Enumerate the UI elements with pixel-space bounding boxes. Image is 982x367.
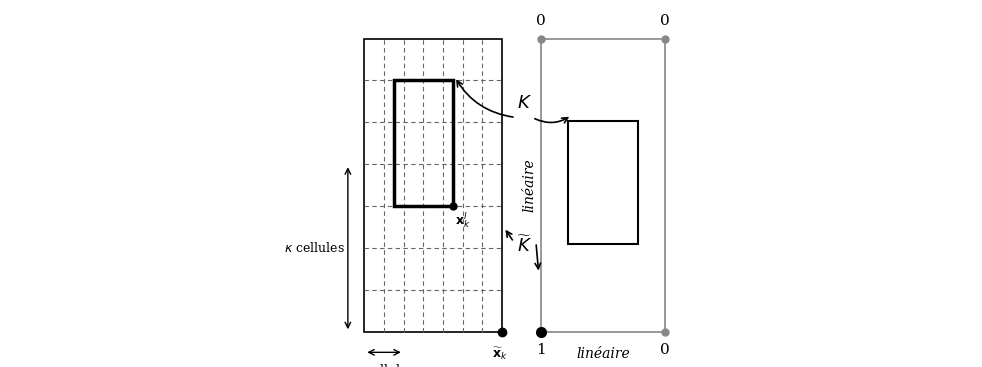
Text: $\kappa$ cellules: $\kappa$ cellules	[354, 363, 414, 367]
Text: $\widetilde{\mathbf{x}}_k$: $\widetilde{\mathbf{x}}_k$	[492, 346, 508, 362]
Text: $\mathbf{x}_k^l$: $\mathbf{x}_k^l$	[455, 211, 470, 230]
Bar	[364, 39, 502, 332]
Text: $\widetilde{K}$: $\widetilde{K}$	[518, 235, 532, 257]
Text: 0: 0	[661, 14, 670, 28]
Text: 0: 0	[661, 343, 670, 357]
Bar	[540, 39, 666, 332]
Text: $\kappa$ cellules: $\kappa$ cellules	[284, 241, 345, 255]
Text: $K$: $K$	[518, 94, 532, 112]
Bar	[568, 121, 638, 244]
Text: linéaire: linéaire	[522, 159, 536, 212]
Text: 0: 0	[535, 14, 545, 28]
Text: 1: 1	[535, 343, 545, 357]
Bar	[394, 80, 453, 206]
Text: linéaire: linéaire	[576, 347, 629, 361]
